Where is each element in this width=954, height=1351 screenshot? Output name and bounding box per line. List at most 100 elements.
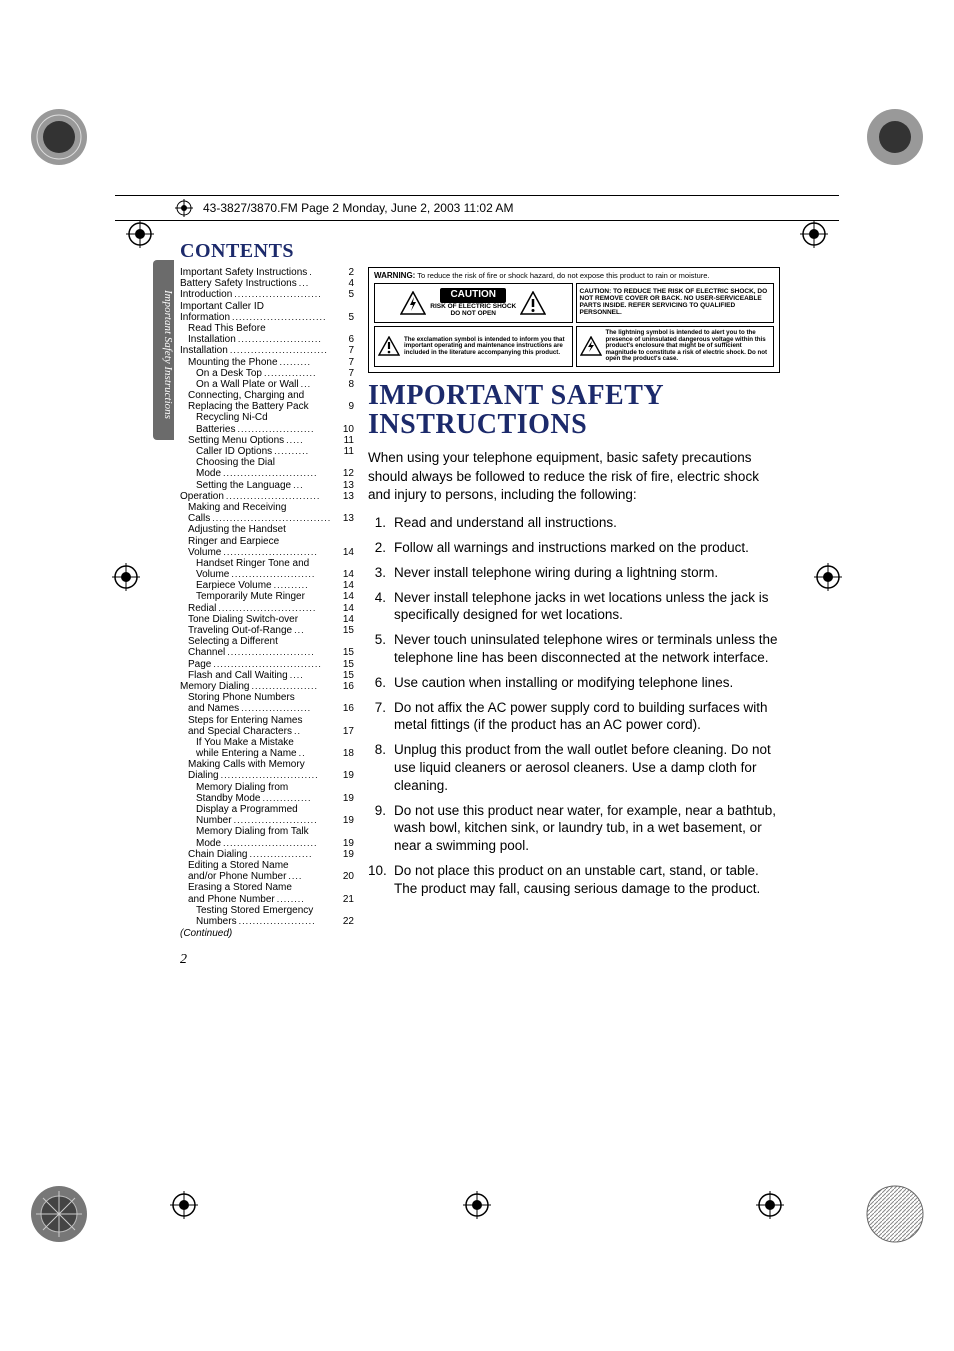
toc-label: Installation bbox=[180, 345, 228, 356]
toc-label: Tone Dialing Switch-over bbox=[188, 614, 298, 625]
toc-page: 14 bbox=[338, 591, 354, 602]
toc-dots: ... bbox=[299, 379, 338, 389]
caution-sub1: RISK OF ELECTRIC SHOCK bbox=[430, 304, 516, 311]
toc-label: Caller ID Options bbox=[196, 446, 272, 457]
toc-label: Replacing the Battery Pack bbox=[188, 401, 309, 412]
list-text: Read and understand all instructions. bbox=[394, 514, 780, 532]
toc-row: On a Desk Top...............7 bbox=[180, 368, 354, 379]
toc-label: If You Make a Mistake bbox=[196, 737, 294, 748]
toc-page: 20 bbox=[338, 871, 354, 882]
toc-page: 2 bbox=[338, 267, 354, 278]
toc-dots: ........................... bbox=[224, 491, 338, 501]
toc-page: 19 bbox=[338, 838, 354, 849]
toc-row: Traveling Out-of-Range...15 bbox=[180, 625, 354, 636]
warning-top-line: WARNING: To reduce the risk of fire or s… bbox=[374, 271, 774, 280]
toc-dots: ........................... bbox=[221, 547, 338, 557]
reg-side-left bbox=[112, 563, 140, 591]
list-item: 7.Do not affix the AC power supply cord … bbox=[368, 699, 780, 735]
contents-heading: CONTENTS bbox=[180, 240, 780, 263]
toc-dots: ..... bbox=[284, 435, 338, 445]
toc-label: On a Wall Plate or Wall bbox=[196, 379, 299, 390]
toc-label: Steps for Entering Names bbox=[188, 715, 303, 726]
toc-row: Read This Before bbox=[180, 323, 354, 334]
list-text: Unplug this product from the wall outlet… bbox=[394, 741, 780, 794]
toc-dots: .............. bbox=[261, 793, 339, 803]
excl-text: The exclamation symbol is intended to in… bbox=[404, 337, 569, 357]
toc-label: Number bbox=[196, 815, 232, 826]
toc-dots: ...................... bbox=[235, 424, 338, 434]
toc-row: Page...............................15 bbox=[180, 659, 354, 670]
file-header-target-icon bbox=[175, 199, 193, 217]
bolt-triangle-icon bbox=[400, 291, 426, 315]
toc-page: 15 bbox=[338, 659, 354, 670]
toc-row: Number........................19 bbox=[180, 815, 354, 826]
toc-row: If You Make a Mistake bbox=[180, 737, 354, 748]
toc-row: Adjusting the Handset bbox=[180, 524, 354, 535]
toc-label: Dialing bbox=[188, 770, 219, 781]
toc-label: Memory Dialing from bbox=[196, 782, 288, 793]
main-title: IMPORTANT SAFETY INSTRUCTIONS bbox=[368, 381, 780, 440]
toc-label: and Phone Number bbox=[188, 894, 275, 905]
toc-label: Installation bbox=[188, 334, 236, 345]
warning-bold: WARNING: bbox=[374, 271, 415, 280]
toc-row: Important Safety Instructions.2 bbox=[180, 267, 354, 278]
toc-label: Introduction bbox=[180, 289, 232, 300]
toc-row: Memory Dialing from Talk bbox=[180, 826, 354, 837]
toc-label: Channel bbox=[188, 647, 225, 658]
bolt-text: The lightning symbol is intended to aler… bbox=[606, 330, 771, 363]
toc-page: 21 bbox=[338, 894, 354, 905]
toc-label: Setting Menu Options bbox=[188, 435, 284, 446]
toc-row: Batteries......................10 bbox=[180, 424, 354, 435]
toc-label: Setting the Language bbox=[196, 480, 291, 491]
toc-row: Storing Phone Numbers bbox=[180, 692, 354, 703]
toc-row: Mode...........................12 bbox=[180, 468, 354, 479]
list-item: 3.Never install telephone wiring during … bbox=[368, 564, 780, 582]
toc-row: Making and Receiving bbox=[180, 502, 354, 513]
list-number: 2. bbox=[368, 539, 394, 557]
toc-dots: .. bbox=[292, 726, 338, 736]
toc-dots: ............................ bbox=[216, 603, 338, 613]
toc-label: Handset Ringer Tone and bbox=[196, 558, 309, 569]
list-number: 8. bbox=[368, 741, 394, 794]
toc-page: 5 bbox=[338, 312, 354, 323]
list-text: Follow all warnings and instructions mar… bbox=[394, 539, 780, 557]
toc-row: Redial............................14 bbox=[180, 603, 354, 614]
intro-paragraph: When using your telephone equipment, bas… bbox=[368, 449, 780, 504]
toc-label: Erasing a Stored Name bbox=[188, 882, 292, 893]
toc-label: while Entering a Name bbox=[196, 748, 297, 759]
toc-dots: ... bbox=[297, 278, 338, 288]
toc-label: Important Safety Instructions bbox=[180, 267, 307, 278]
toc-dots: ... bbox=[291, 480, 338, 490]
list-item: 2.Follow all warnings and instructions m… bbox=[368, 539, 780, 557]
list-text: Do not place this product on an unstable… bbox=[394, 862, 780, 898]
toc-row: and Names....................16 bbox=[180, 703, 354, 714]
toc-label: Chain Dialing bbox=[188, 849, 247, 860]
file-header-bar: 43-3827/3870.FM Page 2 Monday, June 2, 2… bbox=[115, 195, 839, 221]
toc-dots: ................... bbox=[249, 681, 338, 691]
toc-page: 7 bbox=[338, 368, 354, 379]
toc-label: Temporarily Mute Ringer bbox=[196, 591, 305, 602]
list-number: 5. bbox=[368, 631, 394, 667]
list-text: Do not affix the AC power supply cord to… bbox=[394, 699, 780, 735]
toc-row: Installation........................6 bbox=[180, 334, 354, 345]
toc-label: Editing a Stored Name bbox=[188, 860, 289, 871]
toc-row: Display a Programmed bbox=[180, 804, 354, 815]
caution-sub2: DO NOT OPEN bbox=[450, 311, 496, 318]
list-text: Do not use this product near water, for … bbox=[394, 802, 780, 855]
toc-row: Editing a Stored Name bbox=[180, 860, 354, 871]
toc-label: Redial bbox=[188, 603, 216, 614]
reg-bottom-mid bbox=[463, 1191, 491, 1219]
toc-continued: (Continued) bbox=[180, 928, 354, 939]
caution-right-cell: CAUTION: TO REDUCE THE RISK OF ELECTRIC … bbox=[576, 283, 775, 323]
toc-row: Caller ID Options..........11 bbox=[180, 446, 354, 457]
toc-label: Information bbox=[180, 312, 230, 323]
toc-label: and Special Characters bbox=[188, 726, 292, 737]
toc-label: Selecting a Different bbox=[188, 636, 278, 647]
toc-row: Making Calls with Memory bbox=[180, 759, 354, 770]
list-number: 9. bbox=[368, 802, 394, 855]
toc-row: Recycling Ni-Cd bbox=[180, 412, 354, 423]
toc-row: Setting the Language...13 bbox=[180, 480, 354, 491]
table-of-contents: Important Safety Instructions.2Battery S… bbox=[180, 267, 354, 939]
right-column: WARNING: To reduce the risk of fire or s… bbox=[368, 267, 780, 905]
toc-label: Standby Mode bbox=[196, 793, 261, 804]
